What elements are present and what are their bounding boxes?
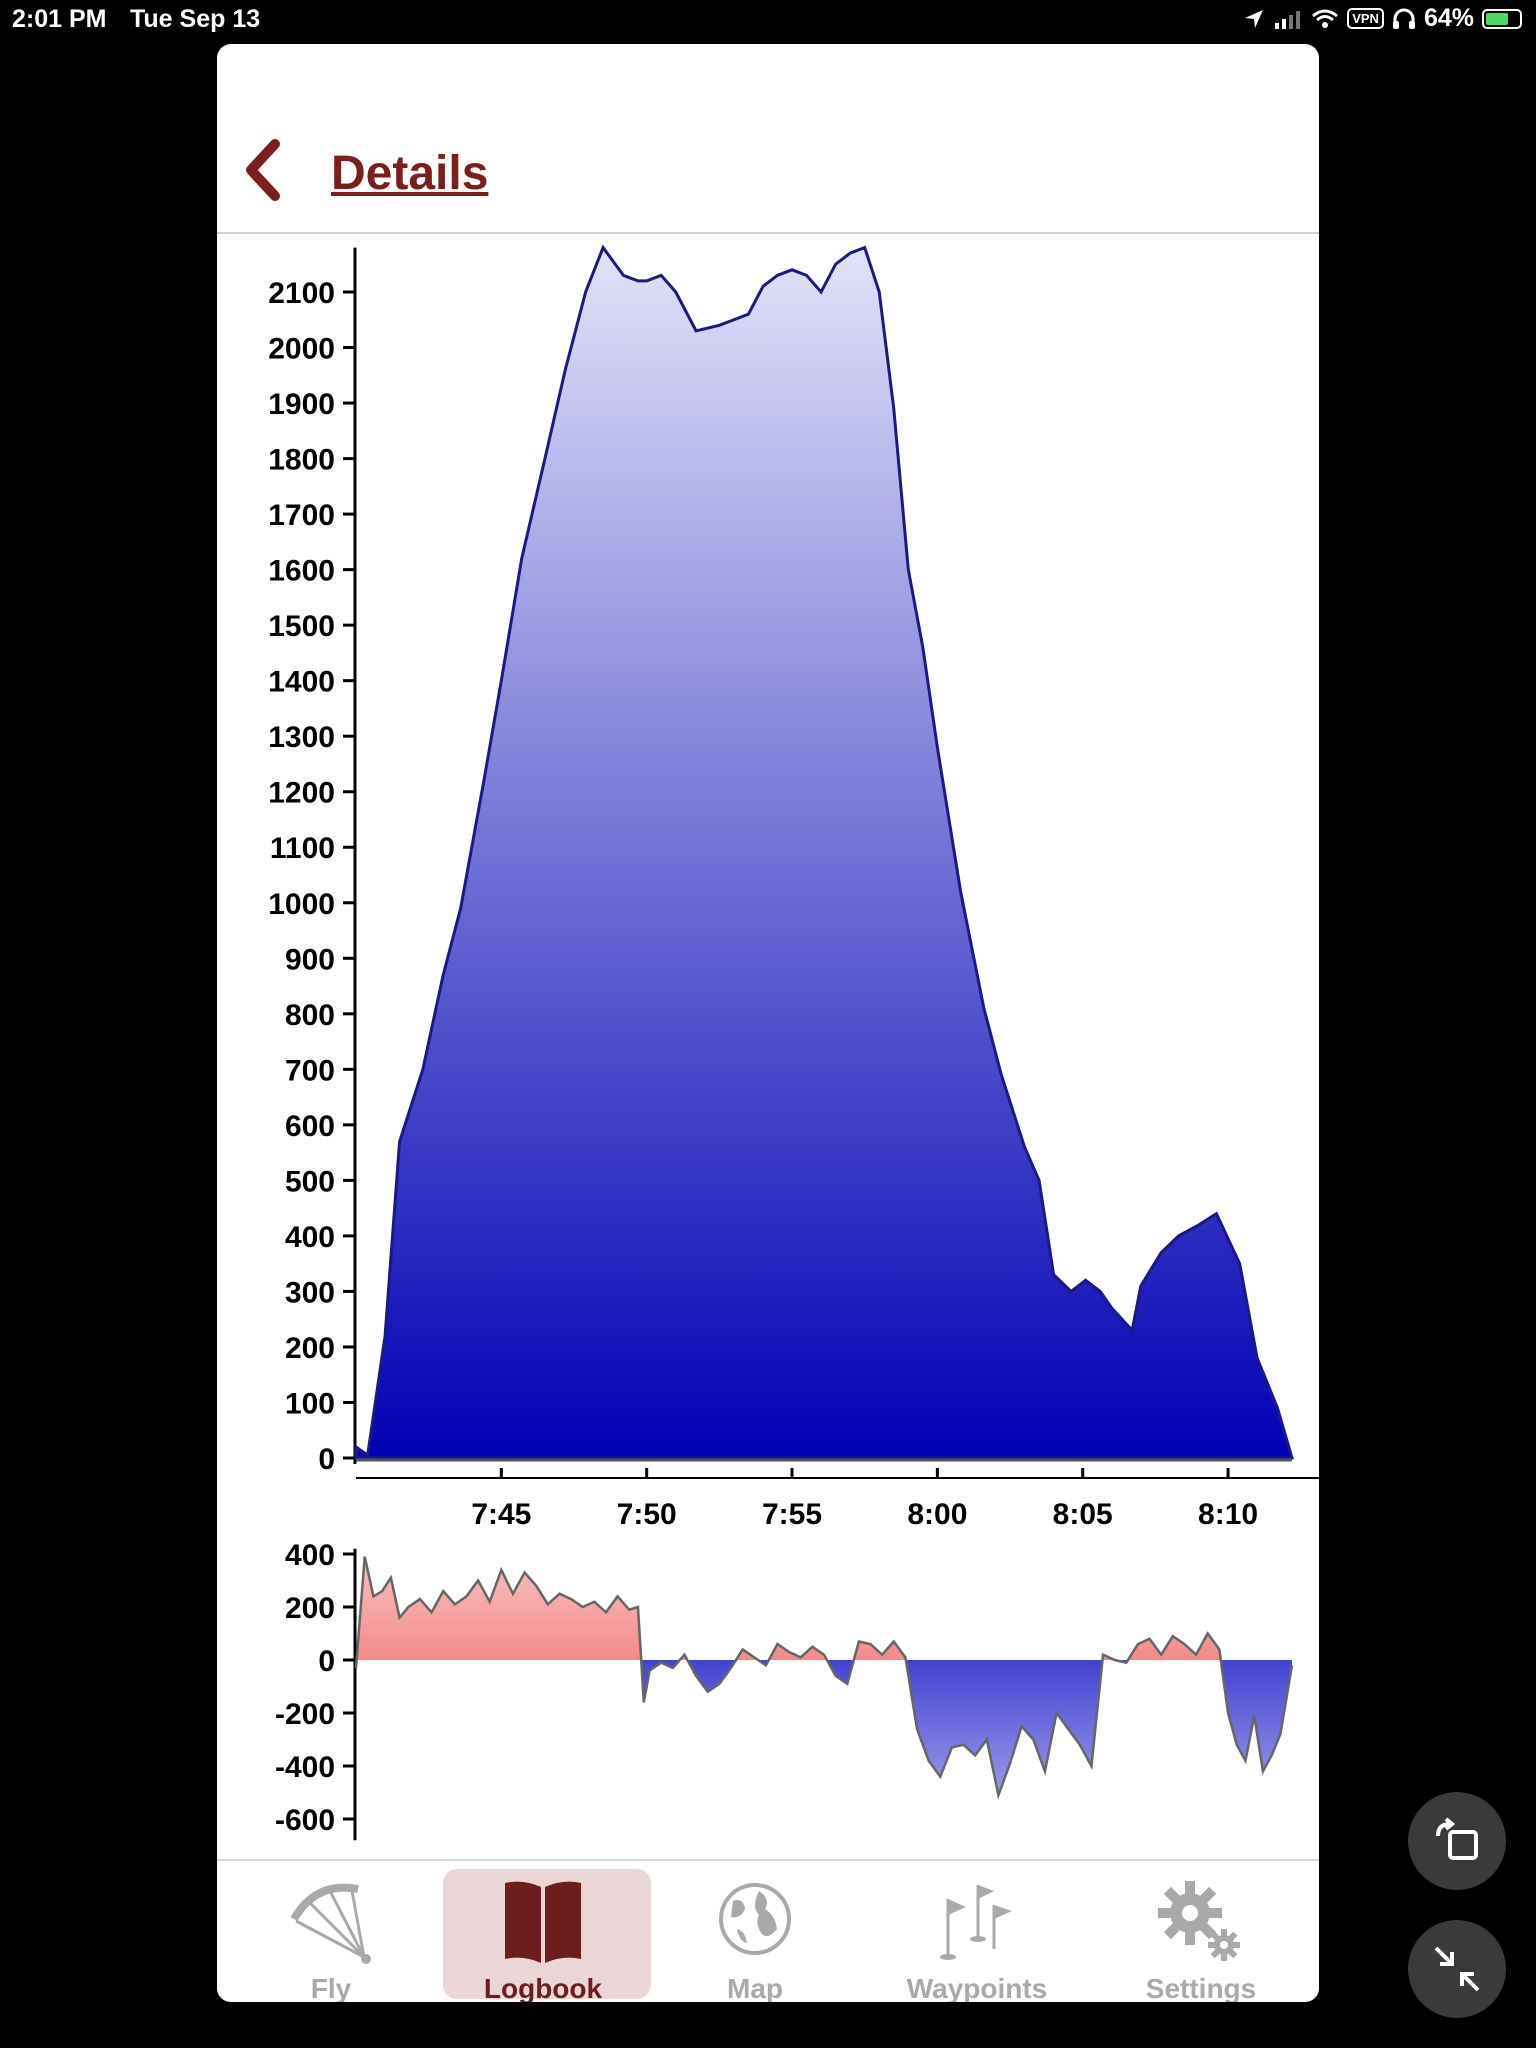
wifi-icon (1312, 9, 1339, 28)
time-x-tick-label: 8:05 (1053, 1498, 1113, 1531)
vario-y-tick-label: -200 (275, 1698, 335, 1731)
battery-charging-icon (1482, 8, 1522, 29)
altitude-y-tick-label: 2000 (268, 333, 335, 366)
globe-icon (719, 1883, 791, 1955)
tab-map[interactable]: Map (651, 1861, 859, 2002)
altitude-y-tick-label: 0 (318, 1443, 335, 1476)
altitude-area (354, 244, 1294, 1460)
vario-line (354, 1556, 1294, 1800)
vario-y-tick-label: 0 (318, 1645, 335, 1678)
time-x-tick-label: 8:00 (907, 1498, 967, 1531)
altitude-y-tick-label: 200 (285, 1332, 335, 1365)
vpn-badge: VPN (1347, 8, 1384, 29)
altitude-y-tick-label: 900 (285, 943, 335, 976)
altitude-y-tick-label: 1300 (268, 721, 335, 754)
altitude-y-tick-label: 500 (285, 1165, 335, 1198)
vario-y-tick-label: 200 (285, 1592, 335, 1625)
altitude-y-tick-label: 600 (285, 1110, 335, 1143)
time-x-tick-label: 8:10 (1198, 1498, 1258, 1531)
vario-climb-area (356, 1556, 1292, 1660)
tab-waypoints[interactable]: Waypoints (873, 1861, 1081, 2002)
altitude-y-tick-label: 1600 (268, 555, 335, 588)
time-x-tick-label: 7:45 (471, 1498, 531, 1531)
vario-sink-area (356, 1660, 1292, 1796)
status-date: Tue Sep 13 (130, 5, 261, 33)
tab-settings[interactable]: Settings (1097, 1861, 1305, 2002)
collapse-button[interactable] (1408, 1920, 1506, 2018)
altitude-y-tick-label: 1100 (270, 832, 335, 865)
paraglider-icon (290, 1883, 371, 1964)
altitude-y-tick-label: 1000 (268, 888, 335, 921)
vario-y-tick-label: -600 (275, 1804, 335, 1837)
flight-charts: 0 100 200 300 400 500 600 700 800 900 1000 1100 1200… (268, 244, 1319, 1841)
vario-y-tick-label: 400 (285, 1539, 335, 1572)
tab-settings-label: Settings (1145, 1973, 1257, 2002)
altitude-y-tick-label: 1900 (268, 388, 335, 421)
tab-logbook-label: Logbook (483, 1973, 603, 2002)
tab-fly[interactable]: Fly (227, 1861, 435, 2002)
book-icon (505, 1881, 581, 1963)
altitude-y-tick-label: 800 (285, 999, 335, 1032)
altitude-y-tick-label: 2100 (268, 277, 335, 310)
headphones-icon (1392, 8, 1415, 29)
altitude-y-tick-label: 1500 (268, 610, 335, 643)
back-button[interactable]: Details (239, 136, 499, 206)
back-label: Details (331, 147, 489, 200)
tab-fly-label: Fly (310, 1973, 352, 2002)
altitude-y-tick-label: 1700 (268, 499, 335, 532)
chevron-left-icon (246, 139, 280, 201)
gear-icon (1158, 1881, 1240, 1961)
tab-waypoints-label: Waypoints (906, 1973, 1048, 2002)
nav-header: Details (217, 44, 1319, 234)
altitude-y-tick-label: 100 (285, 1387, 335, 1420)
altitude-y-tick-label: 1200 (268, 777, 335, 810)
altitude-y-tick-label: 300 (285, 1276, 335, 1309)
vario-y-tick-label: -400 (275, 1751, 335, 1784)
altitude-y-tick-label: 1800 (268, 444, 335, 477)
status-indicators: VPN 64% (1243, 4, 1522, 33)
time-x-tick-label: 7:50 (617, 1498, 677, 1531)
altitude-y-tick-label: 1400 (268, 666, 335, 699)
time-x-tick-label: 7:55 (762, 1498, 822, 1531)
details-card: Details 0 100 200 300 400 500 600 700 800 900 1000… (217, 44, 1319, 2002)
tab-map-label: Map (727, 1973, 783, 2002)
status-time: 2:01 PM (12, 5, 107, 33)
altitude-y-tick-label: 400 (285, 1221, 335, 1254)
rotate-icon (1436, 1817, 1478, 1860)
location-arrow-icon (1245, 9, 1264, 28)
tab-bar: Fly Logbook Map Waypoints (217, 1859, 1319, 2002)
rotate-screen-button[interactable] (1408, 1792, 1506, 1890)
status-bar: 2:01 PM Tue Sep 13 VPN 64% (0, 0, 1536, 40)
collapse-arrows-icon (1434, 1946, 1480, 1992)
battery-percent: 64% (1423, 4, 1474, 32)
cellular-signal-icon (1275, 10, 1301, 29)
altitude-y-tick-label: 700 (285, 1054, 335, 1087)
tab-logbook[interactable]: Logbook (439, 1861, 651, 2002)
flags-icon (940, 1885, 1012, 1960)
